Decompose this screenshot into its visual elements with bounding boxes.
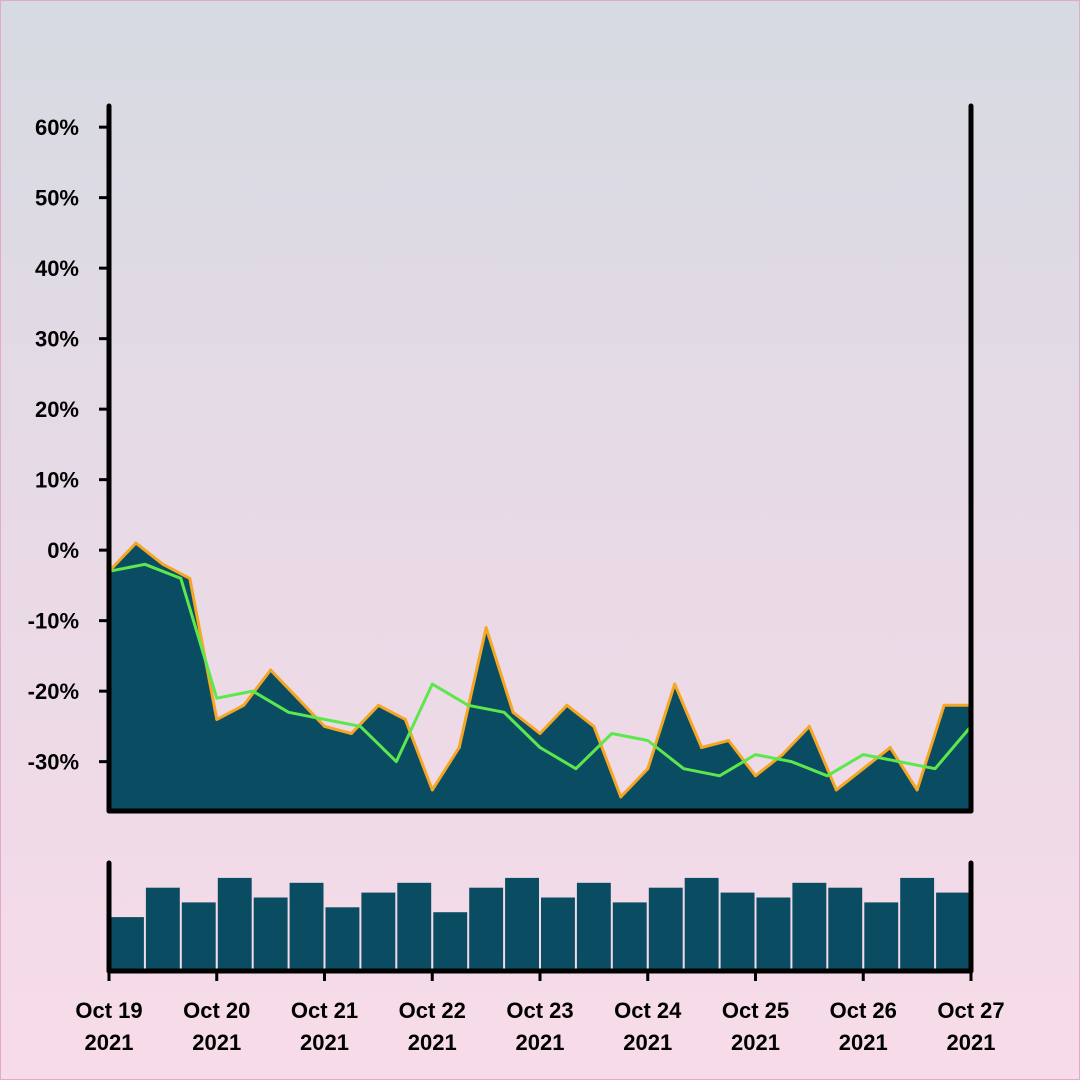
volume-bar — [325, 907, 360, 971]
area-point — [538, 732, 542, 735]
x-tick-year-label: 2021 — [731, 1030, 780, 1055]
x-tick-label: Oct 23 — [506, 998, 573, 1023]
area-point — [780, 753, 784, 757]
volume-bar — [900, 877, 935, 971]
area-point — [727, 739, 731, 742]
area-point — [646, 767, 650, 771]
area-point — [134, 541, 138, 545]
y-tick-label: -10% — [28, 609, 79, 634]
y-tick-label: 10% — [35, 468, 79, 493]
volume-bar — [110, 917, 144, 971]
area-point — [161, 562, 165, 566]
x-tick-label: Oct 27 — [937, 998, 1004, 1023]
volume-bar — [684, 877, 719, 971]
y-tick-label: 50% — [35, 186, 79, 211]
area-point — [323, 724, 326, 728]
y-tick-label: -20% — [28, 679, 79, 704]
x-tick-label: Oct 25 — [722, 998, 789, 1023]
volume-bar — [361, 892, 396, 971]
volume-bar — [289, 882, 324, 971]
volume-bar — [936, 892, 970, 971]
area-point — [592, 724, 596, 728]
volume-bar — [648, 887, 683, 971]
moving-average-line — [108, 562, 973, 778]
x-tick-year-label: 2021 — [192, 1030, 241, 1055]
volume-bar — [720, 892, 755, 971]
y-tick-label: 0% — [47, 538, 79, 563]
volume-bar — [217, 877, 252, 971]
area-point — [215, 717, 219, 721]
x-tick-year-label: 2021 — [516, 1030, 565, 1055]
x-tick-label: Oct 20 — [183, 998, 250, 1023]
y-tick-label: 40% — [35, 256, 79, 281]
area-point — [565, 703, 569, 707]
area-point — [754, 774, 757, 778]
x-tick-label: Oct 24 — [614, 998, 682, 1023]
volume-bar — [792, 882, 827, 971]
volume-bar — [612, 902, 647, 971]
x-tick-year-label: 2021 — [300, 1030, 349, 1055]
y-tick-label: 60% — [35, 115, 79, 140]
area-point — [915, 788, 919, 792]
x-tick-label: Oct 22 — [399, 998, 466, 1023]
area-point — [430, 788, 434, 792]
x-tick-year-label: 2021 — [408, 1030, 457, 1055]
volume-bar — [505, 877, 539, 971]
volume-bar — [828, 887, 863, 971]
y-tick-label: 30% — [35, 327, 79, 352]
percent-change-area — [109, 543, 971, 811]
volume-bar — [864, 902, 899, 971]
volume-bar — [397, 882, 432, 971]
area-point — [376, 703, 380, 707]
area-point — [403, 717, 407, 721]
x-tick-year-label: 2021 — [85, 1030, 134, 1055]
area-point — [861, 767, 865, 771]
x-tick-year-label: 2021 — [623, 1030, 672, 1055]
volume-bar — [181, 902, 216, 971]
x-tick-label: Oct 21 — [291, 998, 358, 1023]
area-point — [888, 746, 892, 749]
area-point — [834, 788, 838, 792]
area-point — [188, 576, 192, 580]
area-point — [807, 724, 811, 728]
y-tick-label: 20% — [35, 397, 79, 422]
area-point — [511, 710, 515, 714]
area-point — [619, 795, 623, 799]
x-tick-label: Oct 19 — [75, 998, 142, 1023]
volume-bar — [756, 897, 791, 971]
volume-bar — [469, 887, 504, 971]
x-tick-year-label: 2021 — [947, 1030, 996, 1055]
x-tick-year-label: 2021 — [839, 1030, 888, 1055]
area-point — [296, 696, 300, 700]
volume-bar — [576, 882, 611, 971]
area-point — [242, 703, 246, 707]
area-point — [673, 682, 677, 686]
axes-layer: 60% 50% 40% 30% 20% 10% 0% -10% -20% -30% Oct 19 20… — [28, 103, 1005, 1055]
volume-panel — [110, 877, 970, 971]
area-point — [484, 626, 488, 630]
volume-bar — [145, 887, 180, 971]
area-point — [942, 703, 946, 707]
area-point — [457, 746, 461, 749]
area-point — [269, 668, 273, 672]
y-tick-label: -30% — [28, 750, 79, 775]
area-point — [349, 732, 353, 735]
price-change-panel — [107, 541, 973, 811]
volume-bar — [433, 912, 468, 971]
volume-bar — [253, 897, 288, 971]
area-point — [700, 746, 704, 749]
volume-bar — [541, 897, 575, 971]
x-tick-label: Oct 26 — [830, 998, 897, 1023]
